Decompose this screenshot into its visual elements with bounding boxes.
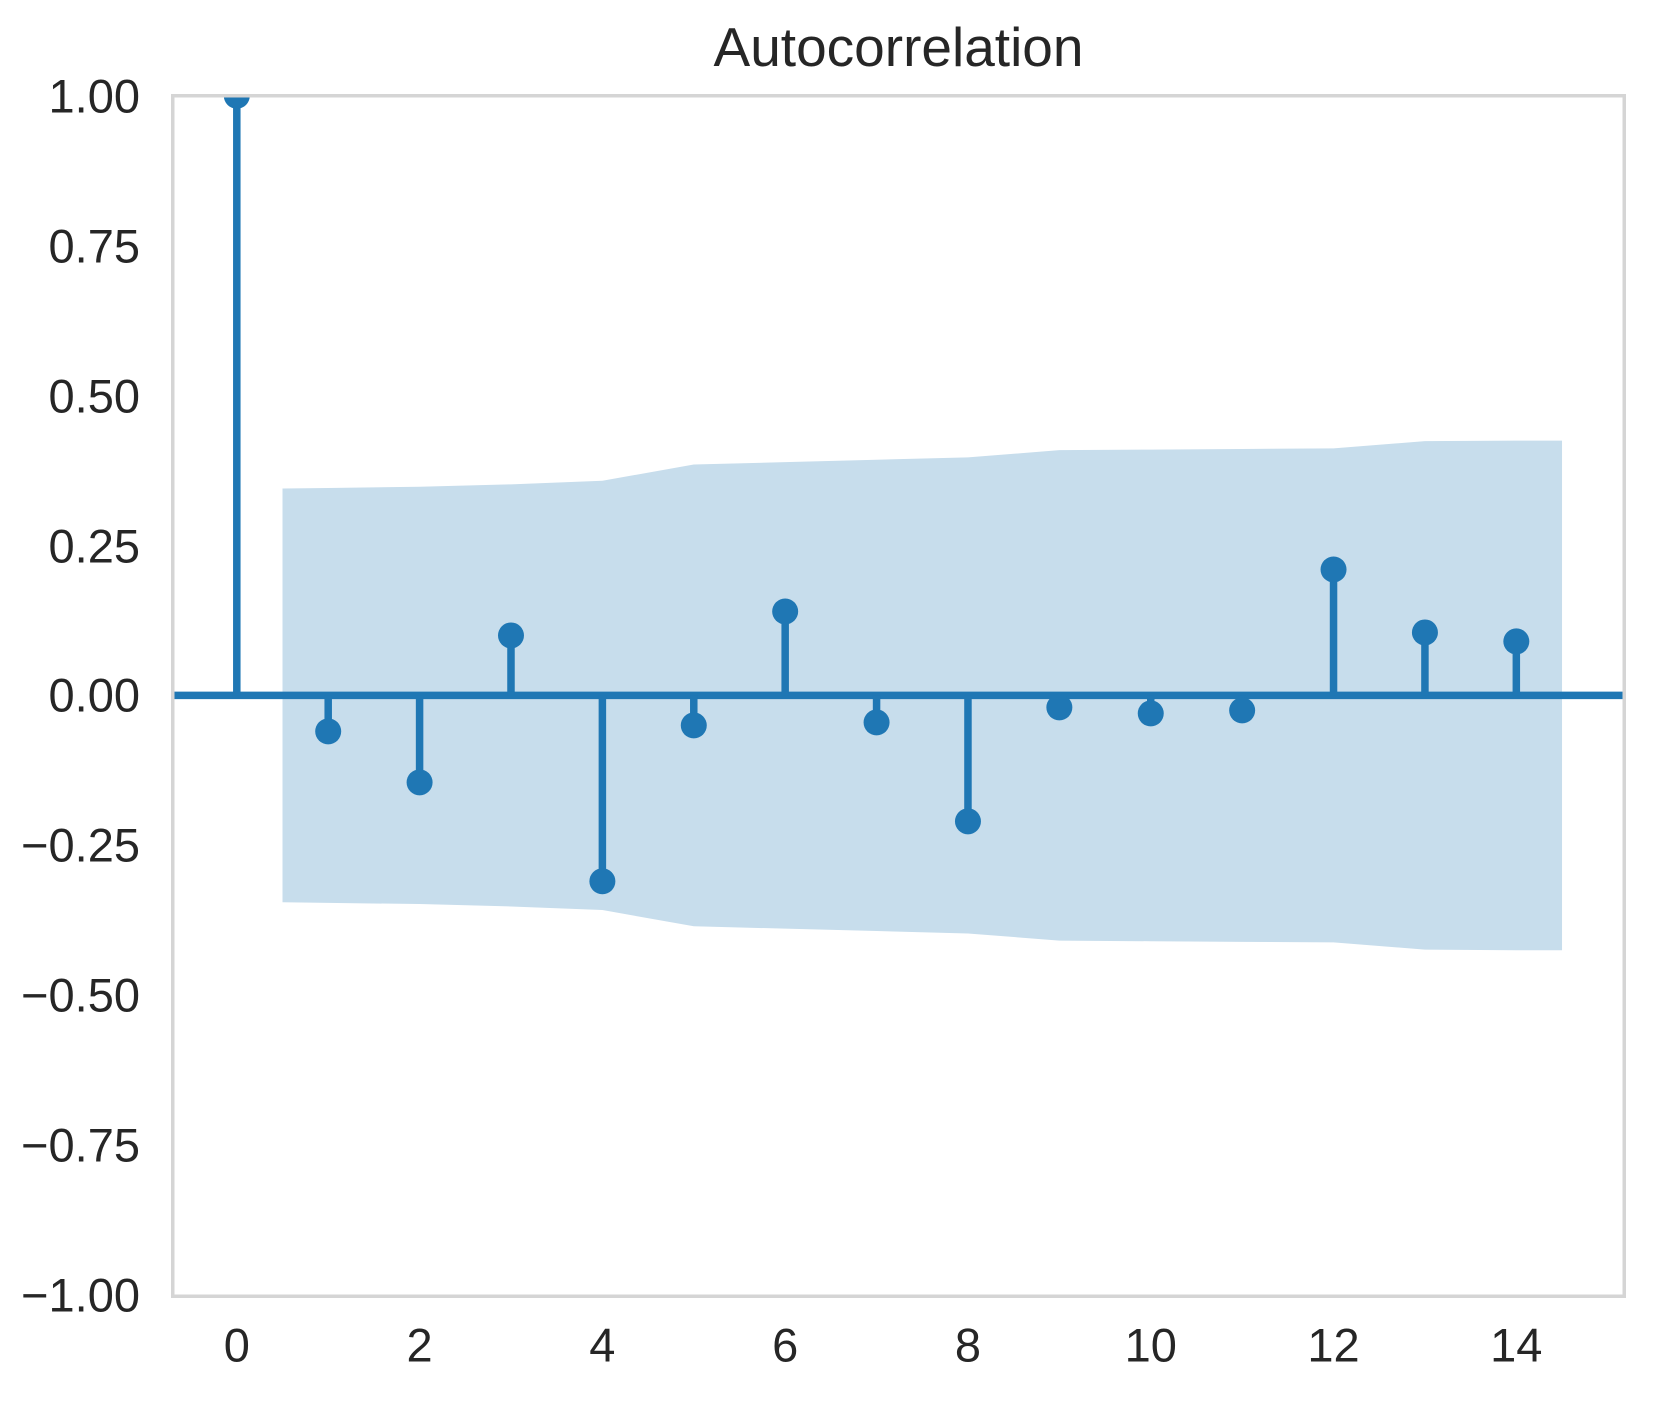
acf-marker-lag-14	[1503, 628, 1530, 655]
chart-title: Autocorrelation	[713, 16, 1084, 78]
x-tick-label: 14	[1490, 1318, 1543, 1372]
plot-area	[171, 94, 1626, 1298]
x-tick-label: 12	[1307, 1318, 1360, 1372]
x-tick-label: 6	[772, 1318, 799, 1372]
x-tick-label: 0	[223, 1318, 250, 1372]
y-tick-label: −0.75	[21, 1118, 140, 1172]
acf-marker-lag-8	[954, 808, 981, 835]
y-tick-label: −1.00	[21, 1268, 140, 1322]
acf-marker-lag-0	[223, 94, 250, 109]
y-tick-label: 0.00	[48, 668, 140, 722]
acf-marker-lag-9	[1046, 694, 1073, 721]
acf-marker-lag-6	[772, 598, 799, 625]
x-tick-label: 10	[1124, 1318, 1177, 1372]
acf-marker-lag-11	[1229, 697, 1256, 724]
y-tick-label: 0.75	[48, 219, 140, 273]
acf-plot	[171, 94, 1626, 1298]
acf-marker-lag-3	[497, 622, 524, 649]
y-tick-label: −0.25	[21, 818, 140, 872]
acf-marker-lag-2	[406, 769, 433, 796]
acf-marker-lag-1	[315, 718, 342, 745]
acf-marker-lag-10	[1137, 700, 1164, 727]
axes-border	[171, 94, 1626, 1298]
x-tick-label: 8	[954, 1318, 982, 1372]
acf-marker-lag-13	[1411, 619, 1438, 646]
y-tick-label: 0.50	[48, 369, 140, 423]
x-tick-label: 4	[589, 1318, 616, 1372]
acf-marker-lag-12	[1320, 556, 1347, 583]
acf-marker-lag-5	[680, 712, 707, 739]
y-tick-label: 0.25	[48, 519, 140, 572]
y-tick-label: 1.00	[48, 69, 140, 123]
x-tick-label: 2	[406, 1318, 433, 1372]
acf-marker-lag-7	[863, 709, 890, 736]
acf-marker-lag-4	[589, 868, 616, 895]
y-tick-label: −0.50	[21, 968, 140, 1022]
